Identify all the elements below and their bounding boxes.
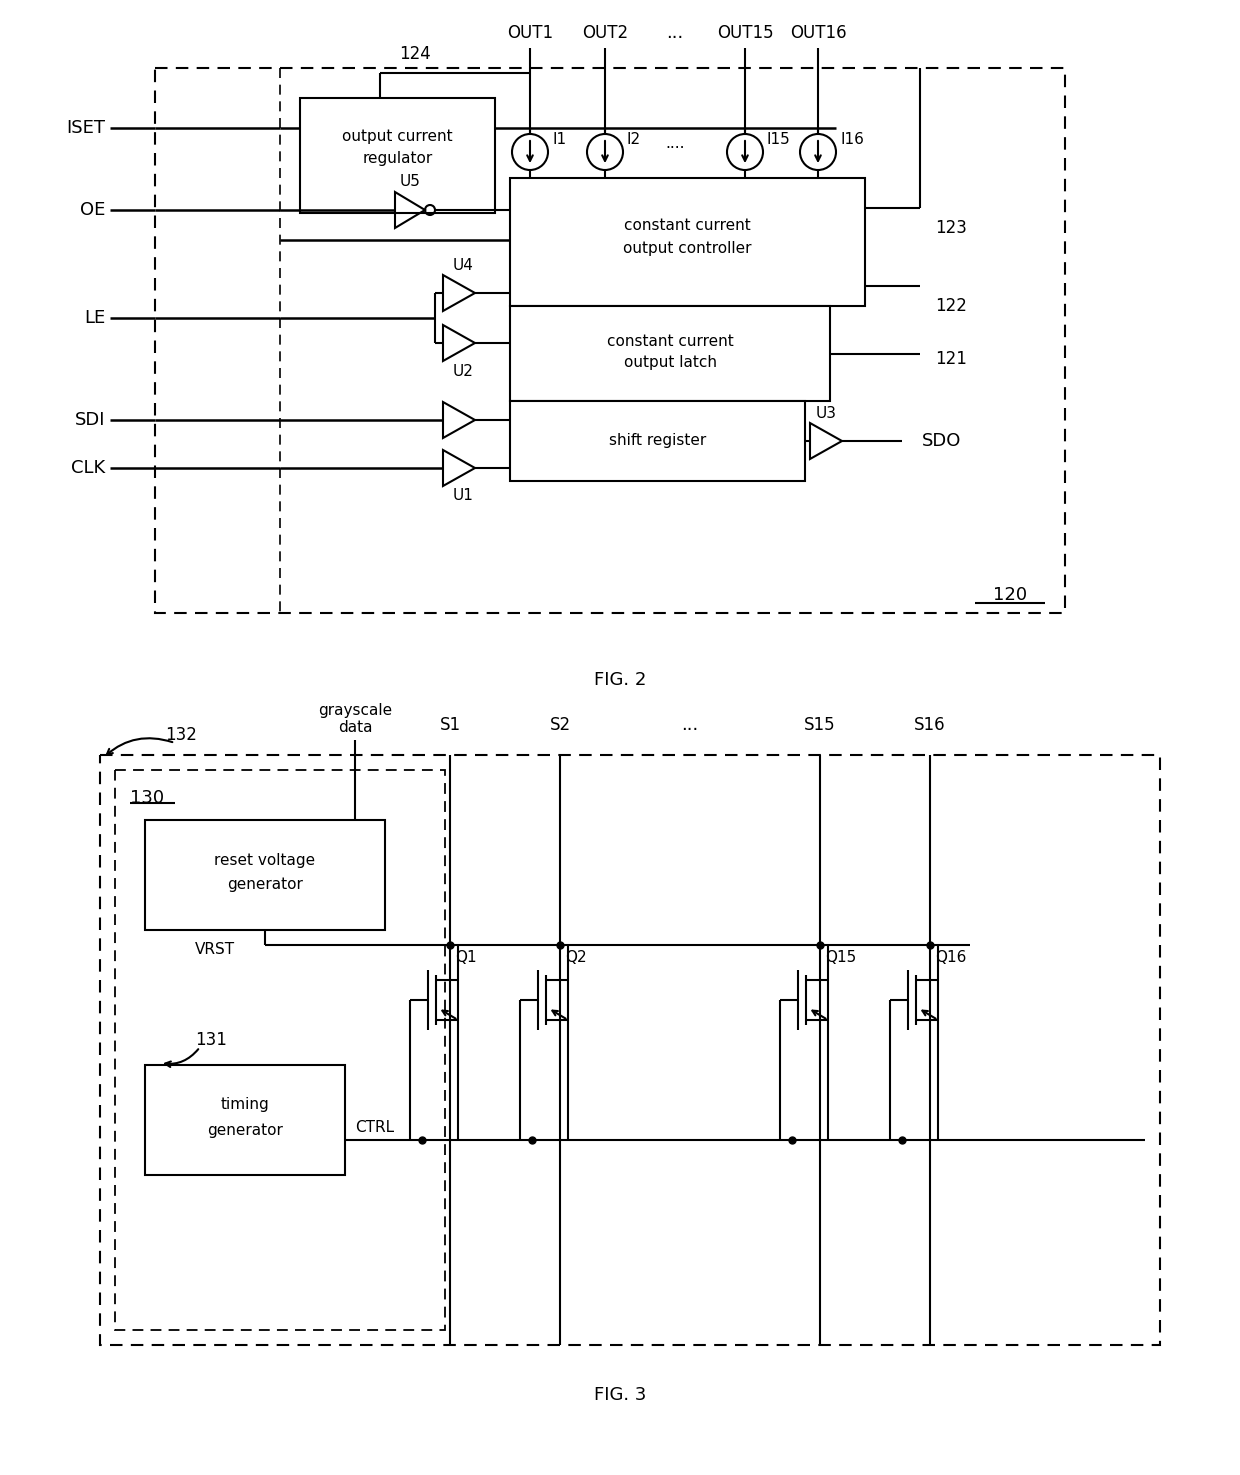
Text: FIG. 2: FIG. 2 [594,671,646,689]
Text: CLK: CLK [71,459,105,476]
Text: grayscale: grayscale [317,702,392,717]
Text: Q2: Q2 [565,950,587,965]
Text: output latch: output latch [624,355,717,370]
Bar [300,97,495,212]
Text: 123: 123 [935,218,967,237]
Text: generator: generator [207,1122,283,1137]
Text: ISET: ISET [66,119,105,137]
Text: output controller: output controller [624,240,751,255]
Text: U3: U3 [816,406,837,420]
Text: generator: generator [227,878,303,892]
Bar [115,770,445,1330]
Bar [155,68,1065,614]
Text: S15: S15 [805,715,836,735]
Text: FIG. 3: FIG. 3 [594,1386,646,1404]
Text: 132: 132 [165,726,197,743]
Text: S2: S2 [549,715,570,735]
Text: I16: I16 [839,133,864,148]
Text: OE: OE [79,201,105,218]
Text: shift register: shift register [609,434,706,448]
Text: 121: 121 [935,350,967,367]
Text: SDO: SDO [923,432,961,450]
Text: Q1: Q1 [455,950,476,965]
Text: constant current: constant current [606,333,733,348]
Text: Q15: Q15 [825,950,857,965]
Text: S16: S16 [914,715,946,735]
Text: S1: S1 [439,715,460,735]
Text: 120: 120 [993,586,1027,603]
Text: U4: U4 [453,258,474,273]
Text: ...: ... [681,715,698,735]
Text: U2: U2 [453,363,474,379]
Text: I2: I2 [627,133,641,148]
Text: Q16: Q16 [935,950,966,965]
Text: U5: U5 [399,174,420,189]
Text: ....: .... [665,137,684,152]
Text: reset voltage: reset voltage [215,853,315,867]
Text: VRST: VRST [195,943,236,957]
Text: I15: I15 [768,133,791,148]
Text: I1: I1 [552,133,567,148]
Text: 130: 130 [130,789,164,807]
Bar [510,305,830,401]
Text: U1: U1 [453,488,474,503]
Bar [100,755,1159,1345]
Text: OUT1: OUT1 [507,24,553,41]
Text: OUT15: OUT15 [717,24,774,41]
Text: LE: LE [84,308,105,327]
Text: OUT16: OUT16 [790,24,847,41]
Text: constant current: constant current [624,218,751,233]
Bar [510,178,866,305]
Text: data: data [337,720,372,735]
Text: regulator: regulator [362,150,433,165]
Text: 122: 122 [935,296,967,316]
Bar [145,820,384,931]
Text: SDI: SDI [74,412,105,429]
Text: 131: 131 [195,1031,227,1049]
Text: CTRL: CTRL [355,1121,394,1136]
Text: timing: timing [221,1097,269,1112]
Bar [510,401,805,481]
Text: OUT2: OUT2 [582,24,629,41]
Text: output current: output current [342,128,453,143]
Text: 124: 124 [399,46,430,63]
Text: ...: ... [666,24,683,41]
Bar [145,1065,345,1176]
